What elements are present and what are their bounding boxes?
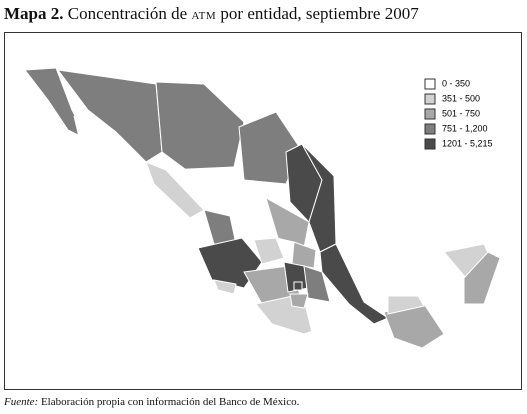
title-acronym: ATM: [191, 10, 217, 22]
colima: [213, 279, 237, 295]
quintana-roo: [463, 251, 501, 305]
frame: [4, 32, 522, 390]
legend-label: 751 - 1,200: [442, 123, 488, 133]
states: [24, 67, 501, 349]
source-label: Fuente:: [4, 396, 39, 408]
nayarit: [203, 209, 237, 245]
title: Mapa 2. Concentración de ATM por entidad…: [4, 4, 419, 24]
legend-swatch: [424, 123, 436, 135]
legend: 0 - 350 351 - 500 501 - 750 751 - 1,200 1201…: [424, 78, 493, 150]
legend-swatch: [424, 108, 436, 120]
tabasco: [387, 295, 425, 315]
map: 0 - 350 351 - 500 501 - 750 751 - 1,200 1201…: [4, 32, 522, 390]
source: Fuente: Elaboración propia con informaci…: [4, 396, 299, 408]
baja-california-sur: [73, 115, 143, 219]
legend-swatch: [424, 93, 436, 105]
source-text: Elaboración propia con información del B…: [40, 396, 300, 408]
zacatecas: [231, 199, 273, 239]
title-text: por entidad, septiembre 2007: [220, 4, 419, 23]
distrito-federal: [293, 281, 303, 291]
sinaloa: [145, 161, 205, 219]
puebla: [303, 265, 331, 303]
hidalgo: [291, 241, 317, 269]
legend-label: 501 - 750: [442, 108, 480, 118]
legend-label: 1201 - 5,215: [442, 138, 493, 148]
campeche: [417, 257, 465, 305]
legend-swatch: [424, 78, 436, 90]
title-label: Mapa 2.: [4, 4, 64, 23]
morelos: [289, 293, 309, 309]
title-text: Concentración de: [67, 4, 188, 23]
legend-label: 351 - 500: [442, 93, 480, 103]
aguascalientes: [235, 227, 251, 239]
veracruz: [319, 243, 390, 325]
chihuahua: [155, 81, 245, 173]
legend-swatch: [424, 138, 436, 150]
legend-label: 0 - 350: [442, 78, 470, 88]
